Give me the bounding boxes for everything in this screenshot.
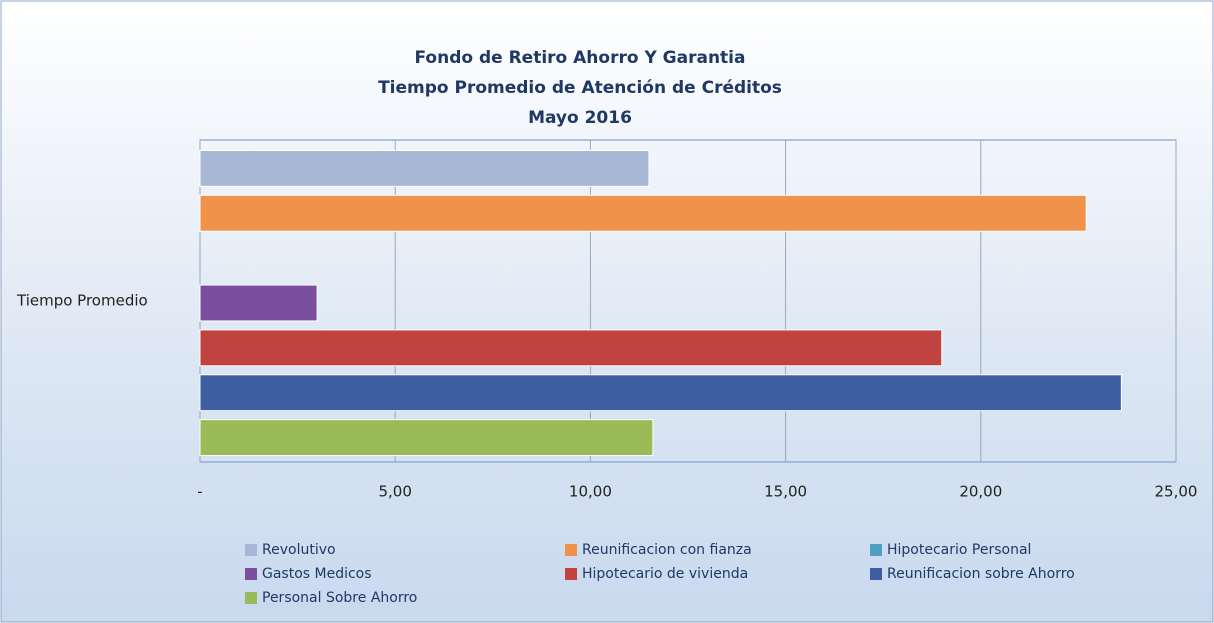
legend-swatch (870, 568, 882, 580)
legend-swatch (565, 568, 577, 580)
bar (199, 374, 1122, 412)
bar (199, 284, 318, 322)
chart-title: Mayo 2016 (528, 108, 632, 128)
bar (199, 194, 1087, 232)
x-tick-label: 25,00 (1155, 483, 1198, 501)
chart-title: Tiempo Promedio de Atención de Créditos (378, 78, 782, 98)
legend-label: Personal Sobre Ahorro (262, 590, 417, 606)
bar (199, 149, 650, 187)
legend-swatch (245, 544, 257, 556)
legend-swatch (245, 592, 257, 604)
x-tick-label: 5,00 (378, 483, 411, 501)
x-tick-label: - (197, 483, 202, 501)
legend-swatch (870, 544, 882, 556)
legend-label: Revolutivo (262, 542, 336, 558)
x-tick-label: 10,00 (569, 483, 612, 501)
x-tick-label: 20,00 (959, 483, 1002, 501)
legend-label: Hipotecario de vivienda (582, 566, 748, 582)
bar (199, 419, 654, 457)
legend-label: Reunificacion con fianza (582, 542, 752, 558)
x-tick-label: 15,00 (764, 483, 807, 501)
y-tick-label: Tiempo Promedio (16, 292, 148, 310)
legend-swatch (245, 568, 257, 580)
legend-label: Hipotecario Personal (887, 542, 1031, 558)
legend-swatch (565, 544, 577, 556)
legend-label: Gastos Medicos (262, 566, 372, 582)
chart-title: Fondo de Retiro Ahorro Y Garantia (415, 48, 746, 68)
legend-label: Reunificacion sobre Ahorro (887, 566, 1075, 582)
bar (199, 329, 943, 367)
